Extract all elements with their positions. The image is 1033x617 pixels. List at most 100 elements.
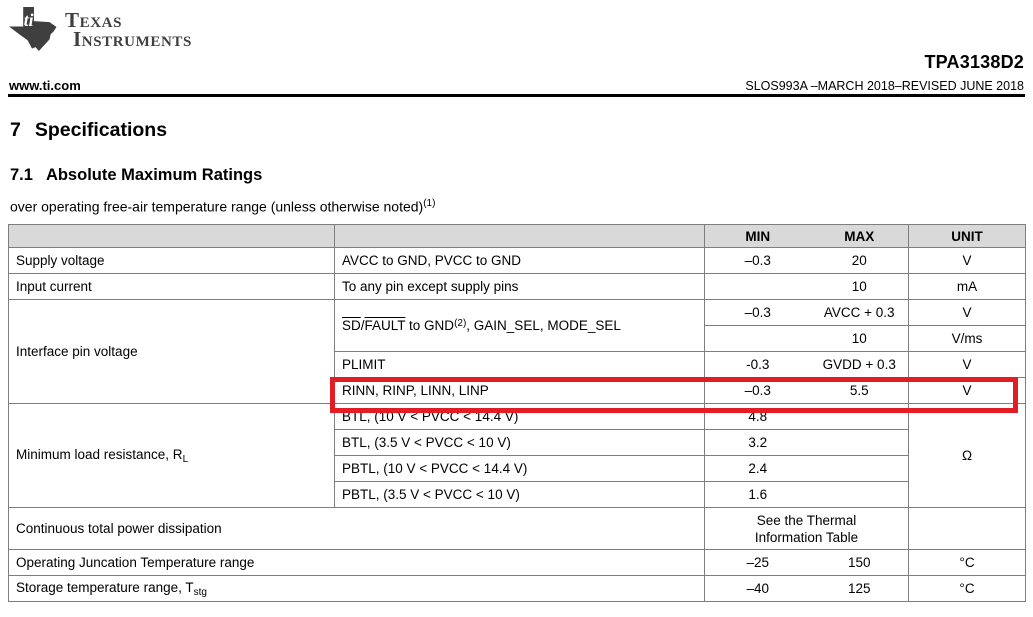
table-row-load-pbtl-high: PBTL, (10 V < PVCC < 14.4 V) 2.4 — [9, 455, 1026, 482]
condition-cell: PBTL, (10 V < PVCC < 14.4 V) — [334, 455, 705, 482]
table-header-row: MIN MAX UNIT — [8, 224, 1026, 248]
min-cell: 3.2 — [704, 429, 811, 456]
subsection-heading: 7.1 Absolute Maximum Ratings — [10, 166, 262, 185]
param-text: Minimum load resistance, R — [16, 446, 183, 462]
value-line: Information Table — [754, 529, 859, 545]
brand-line-texas: Texas — [65, 8, 123, 32]
min-header-cell: MIN — [704, 224, 811, 248]
param-cell: Operating Juncation Temperature range — [8, 549, 705, 576]
texas-state-icon: ti — [9, 6, 57, 52]
condition-cell: AVCC to GND, PVCC to GND — [334, 247, 705, 274]
brand-wordmark: Texas Instruments — [65, 8, 192, 51]
condition-cell: SD/FAULT to GND(2), GAIN_SEL, MODE_SEL — [334, 299, 705, 352]
ti-logo: ti Texas Instruments — [8, 6, 192, 52]
sd-overline: SD — [342, 318, 361, 333]
min-cell: –40 — [704, 575, 811, 602]
max-cell — [810, 429, 909, 456]
max-cell — [810, 455, 909, 482]
param-cell: Input current — [8, 273, 335, 300]
table-row-load-btl-high: Minimum load resistance, RL BTL, (10 V <… — [8, 403, 1026, 508]
min-cell: –25 — [704, 549, 811, 576]
value-line: See the Thermal — [756, 512, 857, 528]
condition-cell: PBTL, (3.5 V < PVCC < 10 V) — [334, 481, 705, 508]
table-row-junction-temp: Operating Juncation Temperature range –2… — [8, 549, 1026, 576]
condition-cell: PLIMIT — [334, 351, 705, 378]
unit-cell — [908, 507, 1026, 550]
max-cell: AVCC + 0.3 — [810, 299, 909, 326]
max-cell: 150 — [810, 549, 909, 576]
condition-cell: To any pin except supply pins — [334, 273, 705, 300]
table-row-storage-temp: Storage temperature range, Tstg –40 125 … — [8, 575, 1026, 602]
max-cell: 20 — [810, 247, 909, 274]
param-subscript: stg — [193, 586, 207, 598]
max-cell: 10 — [810, 325, 909, 352]
max-cell — [810, 403, 909, 430]
section-title: Specifications — [34, 119, 168, 141]
cond-text: , GAIN_SEL, MODE_SEL — [466, 318, 621, 333]
param-text: Storage temperature range, T — [16, 579, 194, 595]
unit-header-cell: UNIT — [908, 224, 1026, 248]
param-cell: Minimum load resistance, RL — [8, 403, 335, 508]
value-cell: See the Thermal Information Table — [704, 507, 909, 550]
param-header-cell — [8, 224, 335, 248]
table-row-input-current: Input current To any pin except supply p… — [8, 273, 1026, 300]
unit-cell: Ω — [908, 403, 1026, 508]
section-heading: 7 Specifications — [10, 119, 167, 142]
slash: / — [360, 318, 365, 333]
cond-text: to GND — [405, 318, 455, 333]
unit-cell: V/ms — [908, 325, 1026, 352]
brand-line-instruments: Instruments — [73, 27, 192, 51]
range-note: over operating free-air temperature rang… — [10, 198, 435, 215]
unit-cell: V — [908, 299, 1026, 326]
svg-text:ti: ti — [24, 10, 34, 30]
min-cell: 4.8 — [704, 403, 811, 430]
param-subscript: L — [182, 453, 189, 465]
max-cell — [810, 481, 909, 508]
condition-header-cell — [334, 224, 705, 248]
footnote-marker: (2) — [454, 318, 467, 329]
min-cell: -0.3 — [704, 351, 811, 378]
subsection-number: 7.1 — [10, 166, 33, 184]
unit-cell: mA — [908, 273, 1026, 300]
part-number: TPA3138D2 — [924, 52, 1024, 72]
footnote-marker: (1) — [423, 198, 436, 209]
fault-overline: FAULT — [364, 318, 406, 333]
min-cell: –0.3 — [704, 247, 811, 274]
max-cell: 5.5 — [810, 377, 909, 404]
max-header-cell: MAX — [810, 224, 909, 248]
masthead-divider — [8, 94, 1025, 97]
condition-cell: RINN, RINP, LINN, LINP — [334, 377, 705, 404]
table-row-load-btl-low: BTL, (3.5 V < PVCC < 10 V) 3.2 — [9, 429, 1026, 456]
range-note-text: over operating free-air temperature rang… — [10, 198, 424, 215]
max-cell: 125 — [810, 575, 909, 602]
min-cell: –0.3 — [704, 299, 811, 326]
table-row-supply-voltage: Supply voltage AVCC to GND, PVCC to GND … — [8, 247, 1026, 274]
condition-cell: BTL, (3.5 V < PVCC < 10 V) — [334, 429, 705, 456]
min-cell: 1.6 — [704, 481, 811, 508]
section-number: 7 — [10, 119, 21, 141]
max-cell: 10 — [810, 273, 909, 300]
max-cell: GVDD + 0.3 — [810, 351, 909, 378]
min-cell: –0.3 — [704, 377, 811, 404]
condition-cell: BTL, (10 V < PVCC < 14.4 V) — [334, 403, 705, 430]
param-cell: Continuous total power dissipation — [8, 507, 705, 550]
table-row-sd-fault: Interface pin voltage SD/FAULT to GND(2)… — [8, 299, 1026, 404]
param-cell: Storage temperature range, Tstg — [8, 575, 705, 602]
unit-cell: °C — [908, 549, 1026, 576]
param-cell: Interface pin voltage — [8, 299, 335, 404]
min-cell — [704, 273, 811, 300]
subsection-title: Absolute Maximum Ratings — [45, 166, 263, 184]
table-row-plimit: PLIMIT -0.3 GVDD + 0.3 V — [9, 351, 1026, 378]
document-reference: SLOS993A –MARCH 2018–REVISED JUNE 2018 — [745, 79, 1024, 93]
unit-cell: V — [908, 247, 1026, 274]
min-cell — [704, 325, 811, 352]
unit-cell: V — [908, 377, 1026, 404]
min-cell: 2.4 — [704, 455, 811, 482]
table-row-load-pbtl-low: PBTL, (3.5 V < PVCC < 10 V) 1.6 — [9, 481, 1026, 508]
unit-cell: °C — [908, 575, 1026, 602]
website-link[interactable]: www.ti.com — [9, 78, 81, 93]
param-cell: Supply voltage — [8, 247, 335, 274]
abs-max-ratings-table: MIN MAX UNIT Supply voltage AVCC to GND,… — [8, 224, 1026, 602]
table-row-power-dissipation: Continuous total power dissipation See t… — [8, 507, 1026, 550]
